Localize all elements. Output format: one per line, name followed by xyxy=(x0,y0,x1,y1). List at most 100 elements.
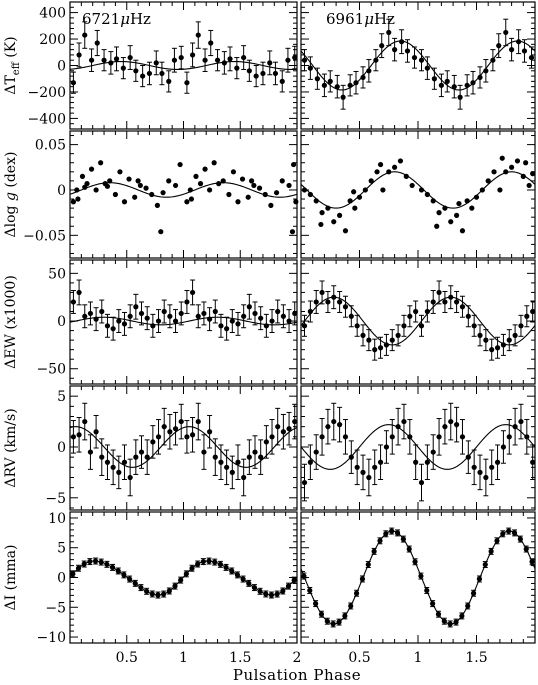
data-point xyxy=(74,187,80,193)
data-point xyxy=(404,48,411,54)
data-point xyxy=(401,418,407,425)
panel-r5-c1 xyxy=(69,511,298,644)
data-point xyxy=(366,68,372,74)
data-point xyxy=(214,57,221,63)
data-point xyxy=(366,337,372,343)
panel-r3-c2 xyxy=(300,259,536,385)
data-point xyxy=(87,449,94,455)
data-point xyxy=(331,219,337,225)
data-point xyxy=(257,588,263,594)
data-point xyxy=(107,178,113,184)
data-point xyxy=(155,318,162,324)
panel-r1-c1 xyxy=(69,1,298,130)
data-point xyxy=(133,68,139,74)
data-point xyxy=(172,318,179,324)
data-point xyxy=(82,418,88,425)
data-point xyxy=(263,591,269,597)
data-point xyxy=(471,323,477,329)
y-label-main: ΔT xyxy=(3,75,19,95)
data-point xyxy=(430,601,436,607)
data-point xyxy=(188,196,195,202)
data-point xyxy=(235,321,241,327)
data-point xyxy=(94,40,100,46)
data-point xyxy=(230,169,237,175)
data-point xyxy=(470,80,476,86)
data-point xyxy=(76,289,82,296)
data-point xyxy=(407,313,413,319)
data-point xyxy=(360,332,366,338)
data-point xyxy=(263,323,269,329)
y-tick-label: 0 xyxy=(57,314,66,330)
data-point xyxy=(337,212,343,218)
data-point xyxy=(161,424,167,430)
data-point xyxy=(184,299,190,305)
data-point xyxy=(477,332,483,338)
data-point xyxy=(401,323,407,329)
data-point xyxy=(418,57,425,63)
data-point xyxy=(93,429,99,435)
data-point xyxy=(307,308,313,315)
data-point xyxy=(418,479,425,486)
data-point xyxy=(138,449,145,455)
data-point xyxy=(368,178,374,184)
data-point xyxy=(246,304,252,310)
data-point xyxy=(146,70,153,77)
data-point xyxy=(269,434,275,440)
data-point xyxy=(524,313,530,319)
data-point xyxy=(430,198,436,204)
data-point xyxy=(251,584,258,591)
data-point xyxy=(494,538,500,544)
data-point xyxy=(272,70,279,77)
data-point xyxy=(448,294,454,300)
data-point xyxy=(82,32,88,38)
data-point xyxy=(512,424,518,430)
fit-curve xyxy=(300,171,536,209)
fit-curve xyxy=(69,426,298,468)
data-point xyxy=(389,528,395,534)
data-point xyxy=(301,323,308,329)
x-tick-label: 1 xyxy=(179,650,188,666)
data-point xyxy=(133,454,139,460)
data-point xyxy=(221,60,227,66)
data-point xyxy=(117,169,123,175)
y-tick-label: 50 xyxy=(48,266,66,282)
data-point xyxy=(319,434,325,440)
y-label-unit: (K) xyxy=(3,36,19,62)
data-point xyxy=(459,613,465,619)
data-point xyxy=(483,337,489,343)
data-point xyxy=(496,43,502,49)
y-tick-label: 10 xyxy=(48,511,66,527)
data-point xyxy=(274,591,280,597)
data-point xyxy=(444,78,450,84)
data-point xyxy=(177,161,183,168)
column-label-number: 6721 xyxy=(82,10,120,28)
data-point xyxy=(269,318,275,324)
data-point xyxy=(109,564,116,571)
data-point xyxy=(108,60,114,66)
panel-r2-c2 xyxy=(300,130,536,259)
data-point xyxy=(279,78,285,84)
data-point xyxy=(144,454,150,460)
data-point xyxy=(251,182,257,189)
data-point xyxy=(403,173,409,179)
y-tick-label: 0 xyxy=(57,59,66,75)
y-tick-label: 0 xyxy=(57,183,66,199)
data-point xyxy=(285,583,292,589)
data-point xyxy=(79,173,86,179)
data-point xyxy=(239,176,246,182)
data-point xyxy=(394,530,401,536)
y-axis-label-1: ΔTeff (K) xyxy=(3,36,22,94)
x-tick-label: 2 xyxy=(293,650,302,666)
y-tick-label: −50 xyxy=(36,362,66,378)
data-point xyxy=(206,558,212,564)
data-point xyxy=(252,449,258,455)
data-point xyxy=(331,418,337,425)
data-point xyxy=(413,308,419,315)
data-point xyxy=(526,182,532,189)
column-label-left: 6721μHz xyxy=(82,10,151,28)
data-point xyxy=(229,568,235,574)
data-point xyxy=(249,178,255,184)
data-point xyxy=(187,187,193,193)
data-point xyxy=(217,561,223,567)
